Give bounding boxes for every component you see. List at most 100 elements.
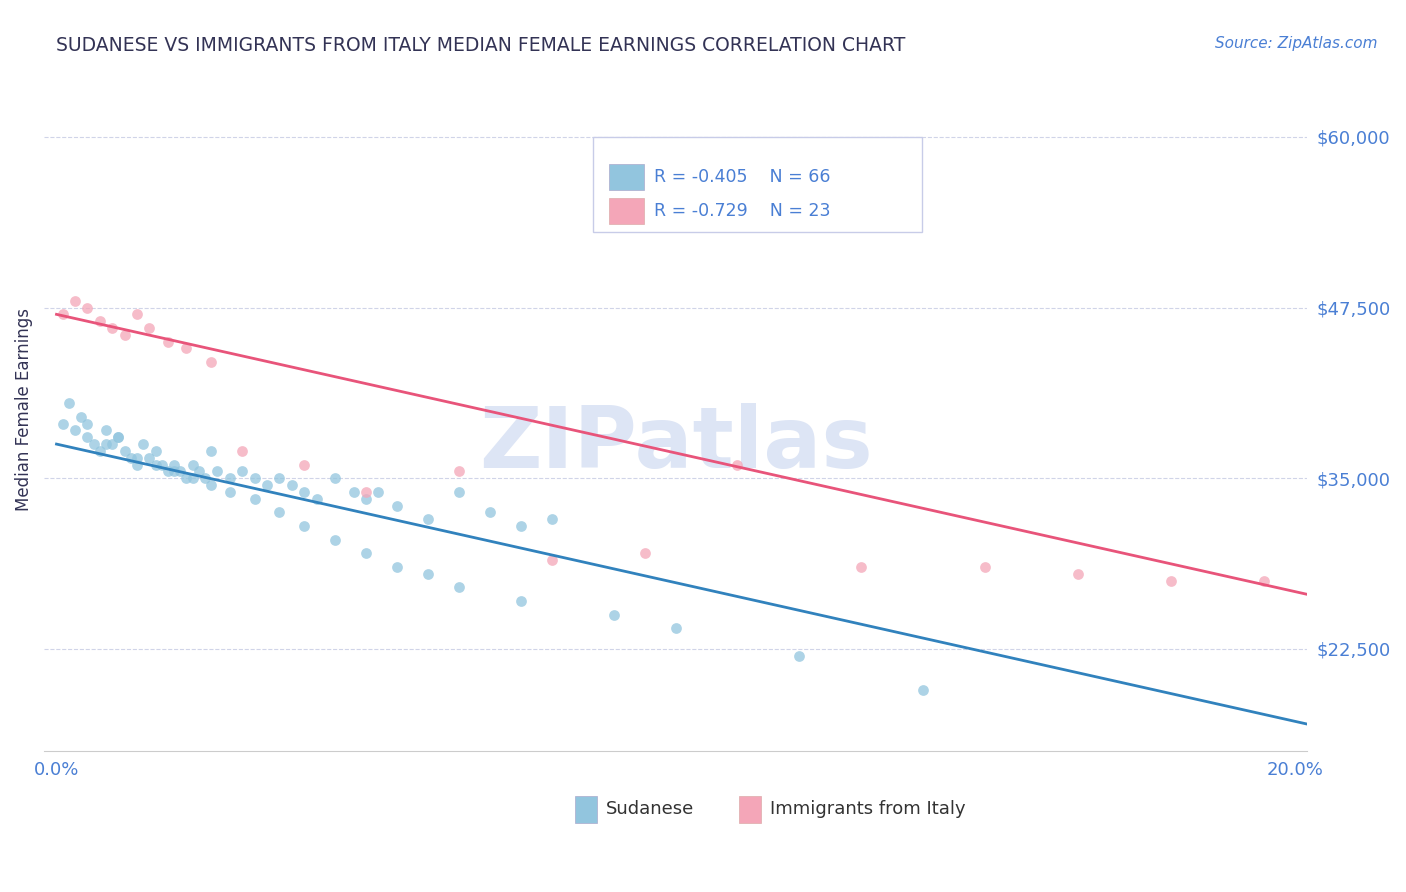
Point bbox=[416, 512, 439, 526]
Point bbox=[218, 484, 240, 499]
Text: Immigrants from Italy: Immigrants from Italy bbox=[770, 800, 966, 818]
Point bbox=[1067, 566, 1090, 581]
Point bbox=[114, 327, 136, 342]
FancyBboxPatch shape bbox=[609, 198, 644, 225]
Point bbox=[447, 484, 470, 499]
Point bbox=[94, 437, 117, 451]
Point bbox=[207, 464, 229, 478]
Text: Sudanese: Sudanese bbox=[606, 800, 695, 818]
Point bbox=[280, 478, 302, 492]
Text: SUDANESE VS IMMIGRANTS FROM ITALY MEDIAN FEMALE EARNINGS CORRELATION CHART: SUDANESE VS IMMIGRANTS FROM ITALY MEDIAN… bbox=[56, 36, 905, 54]
Point bbox=[200, 478, 222, 492]
Point bbox=[447, 464, 470, 478]
Point bbox=[52, 307, 75, 321]
Point bbox=[974, 560, 997, 574]
Point bbox=[76, 301, 98, 315]
Point bbox=[269, 505, 291, 519]
Point bbox=[633, 546, 655, 560]
Point bbox=[478, 505, 501, 519]
Y-axis label: Median Female Earnings: Median Female Earnings bbox=[15, 309, 32, 511]
Point bbox=[125, 307, 148, 321]
Point bbox=[509, 519, 531, 533]
FancyBboxPatch shape bbox=[593, 136, 922, 233]
Point bbox=[243, 471, 266, 485]
Point bbox=[789, 648, 811, 663]
Point bbox=[125, 450, 148, 465]
Point bbox=[1253, 574, 1275, 588]
Point bbox=[145, 444, 167, 458]
Point bbox=[200, 444, 222, 458]
Point bbox=[292, 519, 315, 533]
Point bbox=[200, 355, 222, 369]
Point bbox=[540, 553, 562, 567]
Point bbox=[101, 321, 124, 335]
Bar bbox=[575, 796, 598, 823]
Point bbox=[138, 450, 160, 465]
Point bbox=[540, 512, 562, 526]
Point bbox=[256, 478, 278, 492]
Point bbox=[416, 566, 439, 581]
Point bbox=[243, 491, 266, 506]
Point bbox=[120, 450, 142, 465]
Point bbox=[851, 560, 873, 574]
Point bbox=[63, 293, 86, 308]
Point bbox=[912, 682, 935, 697]
Point bbox=[89, 444, 111, 458]
Point bbox=[509, 594, 531, 608]
Point bbox=[107, 430, 129, 444]
Point bbox=[101, 437, 124, 451]
Point bbox=[176, 471, 198, 485]
Point bbox=[89, 314, 111, 328]
Point bbox=[269, 471, 291, 485]
Point bbox=[602, 607, 624, 622]
Point bbox=[323, 471, 346, 485]
Point bbox=[125, 458, 148, 472]
Point bbox=[447, 581, 470, 595]
Point bbox=[176, 342, 198, 356]
Point bbox=[292, 458, 315, 472]
Point bbox=[305, 491, 328, 506]
Text: Source: ZipAtlas.com: Source: ZipAtlas.com bbox=[1215, 36, 1378, 51]
Text: R = -0.405    N = 66: R = -0.405 N = 66 bbox=[654, 168, 831, 186]
Point bbox=[145, 458, 167, 472]
Point bbox=[138, 321, 160, 335]
Point bbox=[163, 458, 186, 472]
Point bbox=[187, 464, 209, 478]
Bar bbox=[738, 796, 762, 823]
Point bbox=[343, 484, 366, 499]
Point bbox=[150, 458, 173, 472]
Point bbox=[181, 458, 204, 472]
Point bbox=[63, 424, 86, 438]
Point bbox=[83, 437, 105, 451]
Point bbox=[385, 499, 408, 513]
Point bbox=[354, 484, 377, 499]
Point bbox=[107, 430, 129, 444]
Point bbox=[156, 334, 179, 349]
Point bbox=[354, 491, 377, 506]
Point bbox=[169, 464, 191, 478]
Point bbox=[231, 464, 253, 478]
Point bbox=[664, 622, 686, 636]
Point bbox=[94, 424, 117, 438]
Text: ZIPatlas: ZIPatlas bbox=[478, 402, 873, 485]
Point bbox=[181, 471, 204, 485]
Point bbox=[156, 464, 179, 478]
Point bbox=[70, 409, 93, 424]
Point bbox=[218, 471, 240, 485]
Point bbox=[114, 444, 136, 458]
Point bbox=[231, 444, 253, 458]
Point bbox=[354, 546, 377, 560]
Point bbox=[58, 396, 80, 410]
Point bbox=[194, 471, 217, 485]
Point bbox=[163, 464, 186, 478]
Text: R = -0.729    N = 23: R = -0.729 N = 23 bbox=[654, 202, 831, 220]
Point bbox=[76, 417, 98, 431]
FancyBboxPatch shape bbox=[609, 164, 644, 190]
Point bbox=[385, 560, 408, 574]
Point bbox=[1160, 574, 1182, 588]
Point bbox=[727, 458, 749, 472]
Point bbox=[292, 484, 315, 499]
Point bbox=[132, 437, 155, 451]
Point bbox=[52, 417, 75, 431]
Point bbox=[367, 484, 389, 499]
